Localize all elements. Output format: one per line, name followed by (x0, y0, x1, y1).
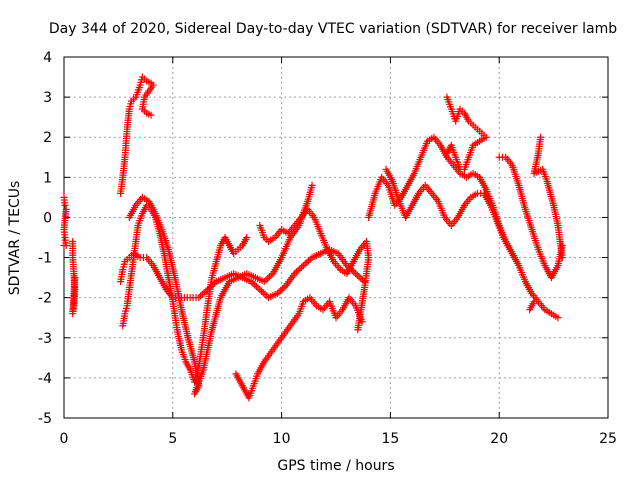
data-point (354, 326, 362, 334)
data-point (513, 258, 521, 266)
data-point (254, 284, 262, 292)
chart-title: Day 344 of 2020, Sidereal Day-to-day VTE… (49, 21, 617, 37)
data-point (298, 263, 306, 271)
data-point (277, 286, 285, 294)
x-tick-label: 5 (168, 431, 177, 447)
data-point (243, 234, 251, 241)
data-point (352, 270, 360, 278)
data-point (355, 273, 363, 281)
x-tick-label: 25 (599, 431, 617, 447)
data-point (256, 286, 264, 294)
data-point (308, 181, 316, 189)
series-arc-8 (256, 205, 373, 334)
data-point (301, 260, 309, 268)
y-tick-label: -3 (38, 331, 52, 347)
series-arc-4 (119, 201, 251, 386)
data-point (558, 254, 566, 262)
y-tick-label: 4 (43, 50, 52, 66)
data-point (303, 258, 311, 266)
x-tick-label: 20 (490, 431, 508, 447)
data-point (265, 273, 273, 281)
x-axis-label: GPS time / hours (277, 458, 394, 474)
data-point (200, 289, 208, 297)
series-arc-2 (69, 238, 79, 318)
series-arc-7 (232, 294, 366, 402)
series-arc-1 (60, 193, 70, 250)
data-point (71, 274, 79, 282)
data-point (443, 149, 451, 157)
x-tick-label: 0 (60, 431, 69, 447)
series-arc-12 (495, 133, 566, 314)
y-tick-label: 3 (43, 90, 52, 106)
data-point (294, 266, 302, 274)
y-axis-label: SDTVAR / TECUs (7, 181, 23, 296)
data-point (197, 292, 205, 300)
y-tick-label: -2 (38, 291, 52, 307)
x-tick-label: 15 (381, 431, 399, 447)
gridlines (64, 57, 608, 418)
data-point (258, 287, 266, 295)
y-tick-label: -1 (38, 251, 52, 267)
y-tick-label: 1 (43, 170, 52, 186)
y-tick-label: -5 (38, 411, 52, 427)
data-point (280, 283, 288, 291)
y-tick-label: -4 (38, 371, 52, 387)
data-point (252, 282, 260, 290)
x-tick-labels: 0 5 10 15 20 25 (60, 431, 617, 447)
data-point (353, 271, 361, 279)
data-marks (60, 73, 566, 402)
data-point (305, 257, 313, 265)
data-point (251, 281, 259, 289)
data-point (262, 276, 270, 284)
x-tick-label: 10 (273, 431, 291, 447)
y-tick-label: 0 (43, 210, 52, 226)
data-point (554, 314, 562, 322)
data-point (263, 292, 271, 300)
data-point (147, 111, 155, 119)
data-point (299, 262, 307, 270)
series-arc-3 (117, 73, 157, 197)
data-point (60, 242, 68, 250)
series-arc-10 (382, 165, 521, 266)
data-point (61, 201, 69, 209)
y-tick-labels: -5 -4 -3 -2 -1 0 1 2 3 4 (38, 50, 52, 427)
series-arc-11 (443, 93, 490, 173)
data-point (296, 265, 304, 273)
y-tick-label: 2 (43, 130, 52, 146)
series-arc-6 (125, 181, 316, 398)
data-point (292, 268, 300, 276)
data-point (278, 285, 286, 293)
data-point (259, 289, 267, 297)
data-point (198, 290, 206, 298)
data-point (530, 298, 538, 306)
